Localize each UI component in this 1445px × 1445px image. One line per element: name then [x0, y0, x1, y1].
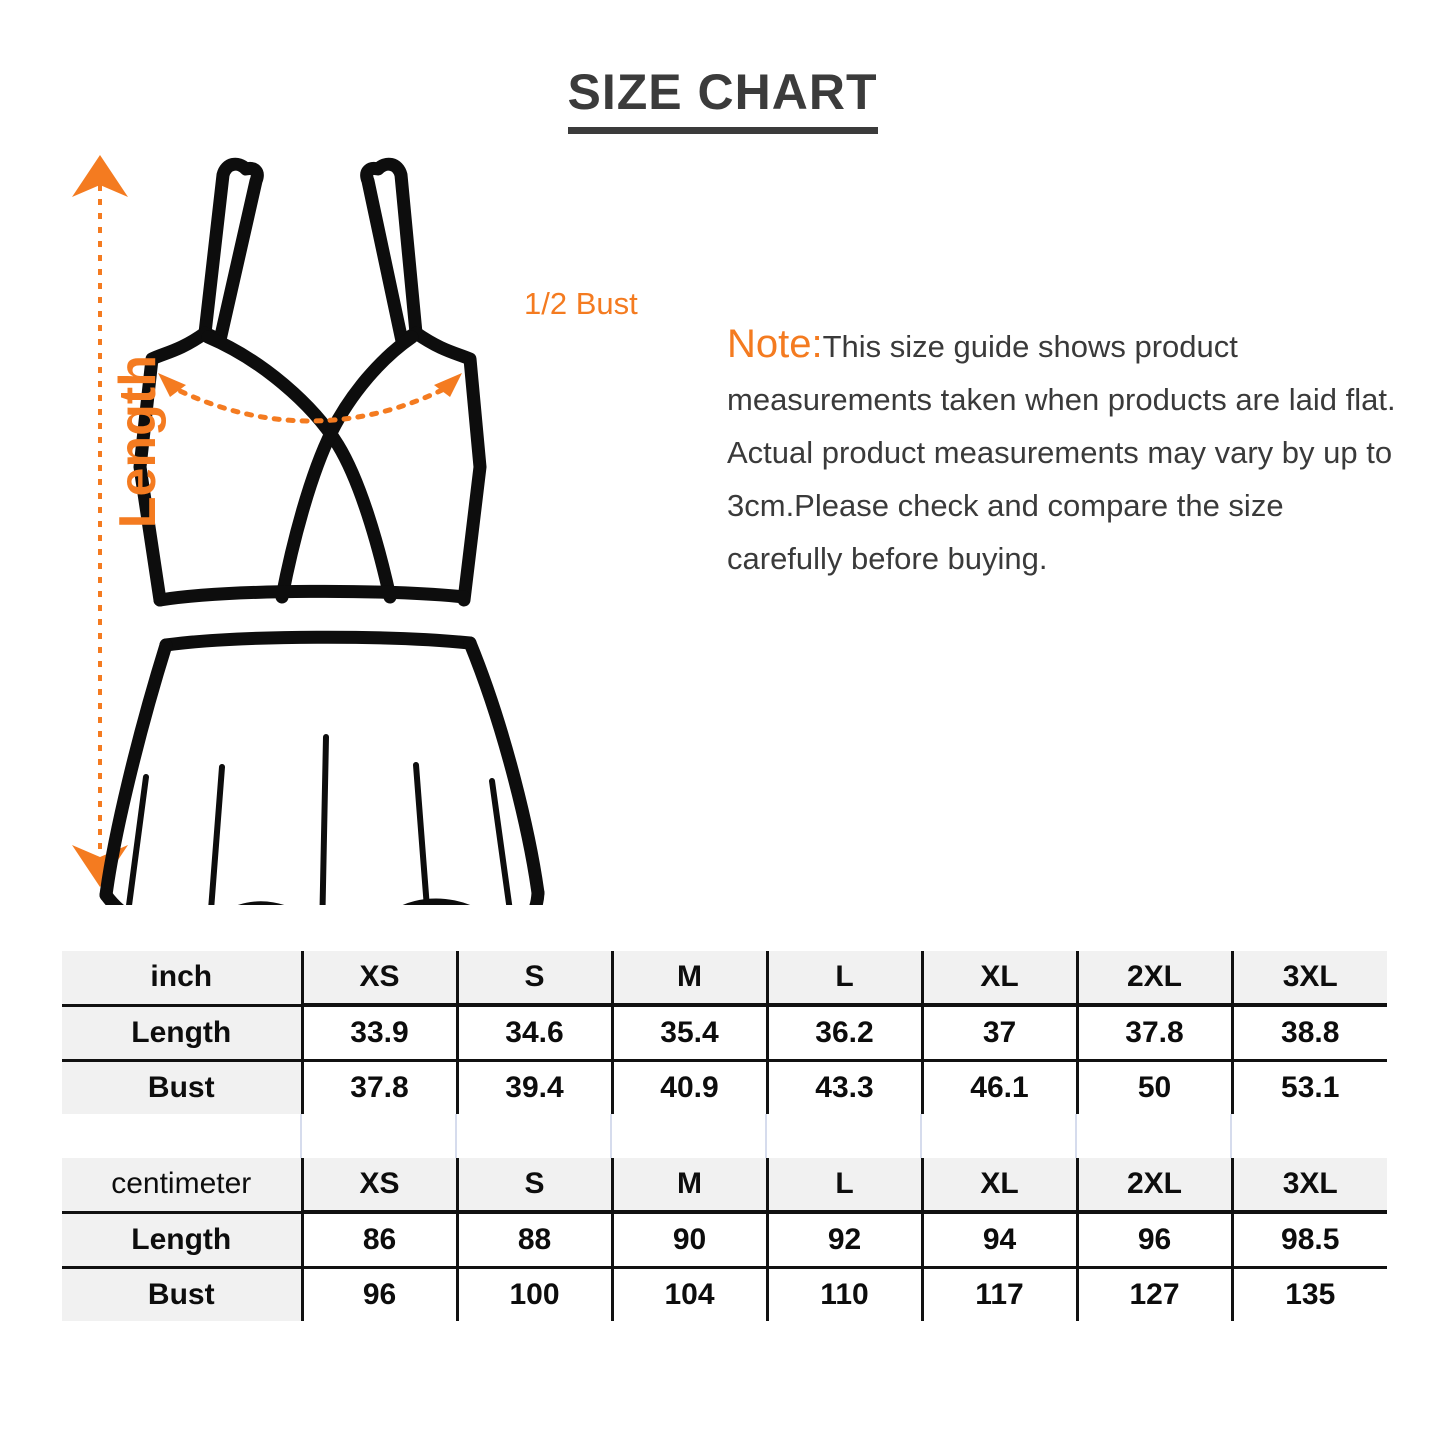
col-header-3xl: 3XL — [1230, 1158, 1387, 1214]
note-paragraph: Note:This size guide shows product measu… — [727, 318, 1399, 585]
cell-cm-bust-m: 104 — [610, 1267, 767, 1321]
row-label-length: Length — [62, 1005, 302, 1062]
cell-inch-bust-xs: 37.8 — [300, 1060, 457, 1114]
unit-label-centimeter: centimeter — [62, 1158, 302, 1214]
cell-inch-bust-3xl: 53.1 — [1230, 1060, 1387, 1114]
table-spacer — [62, 1114, 1387, 1158]
cell-inch-bust-2xl: 50 — [1075, 1060, 1232, 1114]
col-header-xs: XS — [300, 951, 457, 1007]
note-keyword: Note: — [727, 322, 823, 366]
cell-cm-bust-xl: 117 — [920, 1267, 1077, 1321]
length-label: Length — [109, 355, 167, 529]
cell-cm-length-xl: 94 — [920, 1212, 1077, 1269]
row-label-bust: Bust — [62, 1267, 302, 1321]
cell-inch-bust-s: 39.4 — [455, 1060, 612, 1114]
cell-cm-length-2xl: 96 — [1075, 1212, 1232, 1269]
page-title: SIZE CHART — [567, 66, 878, 134]
col-header-l: L — [765, 1158, 922, 1214]
cell-cm-length-l: 92 — [765, 1212, 922, 1269]
dress-outline — [99, 157, 545, 905]
cell-inch-length-xl: 37 — [920, 1005, 1077, 1062]
cell-cm-bust-xs: 96 — [300, 1267, 457, 1321]
table-row: Bust 96 100 104 110 117 127 135 — [62, 1267, 1387, 1321]
cell-cm-length-3xl: 98.5 — [1230, 1212, 1387, 1269]
col-header-2xl: 2XL — [1075, 1158, 1232, 1214]
cell-inch-length-2xl: 37.8 — [1075, 1005, 1232, 1062]
table-row: Bust 37.8 39.4 40.9 43.3 46.1 50 53.1 — [62, 1060, 1387, 1114]
cell-cm-bust-3xl: 135 — [1230, 1267, 1387, 1321]
col-header-3xl: 3XL — [1230, 951, 1387, 1007]
cell-cm-length-s: 88 — [455, 1212, 612, 1269]
table-row: Length 33.9 34.6 35.4 36.2 37 37.8 38.8 — [62, 1005, 1387, 1062]
cell-inch-length-s: 34.6 — [455, 1005, 612, 1062]
col-header-m: M — [610, 1158, 767, 1214]
col-header-2xl: 2XL — [1075, 951, 1232, 1007]
size-table-centimeter: centimeter XS S M L XL 2XL 3XL Length 86… — [62, 1158, 1387, 1321]
col-header-xl: XL — [920, 951, 1077, 1007]
bust-measure-arrow — [158, 373, 462, 424]
page-title-container: SIZE CHART — [0, 66, 1445, 134]
cell-inch-length-l: 36.2 — [765, 1005, 922, 1062]
cell-inch-bust-l: 43.3 — [765, 1060, 922, 1114]
cell-cm-length-m: 90 — [610, 1212, 767, 1269]
cell-inch-length-3xl: 38.8 — [1230, 1005, 1387, 1062]
half-bust-label: 1/2 Bust — [524, 286, 638, 321]
col-header-xl: XL — [920, 1158, 1077, 1214]
cell-inch-length-xs: 33.9 — [300, 1005, 457, 1062]
col-header-s: S — [455, 1158, 612, 1214]
cell-cm-bust-l: 110 — [765, 1267, 922, 1321]
col-header-xs: XS — [300, 1158, 457, 1214]
cell-inch-bust-m: 40.9 — [610, 1060, 767, 1114]
cell-inch-bust-xl: 46.1 — [920, 1060, 1077, 1114]
cell-cm-bust-2xl: 127 — [1075, 1267, 1232, 1321]
size-table-inch: inch XS S M L XL 2XL 3XL Length 33.9 34.… — [62, 951, 1387, 1114]
col-header-s: S — [455, 951, 612, 1007]
table-row-header: inch XS S M L XL 2XL 3XL — [62, 951, 1387, 1007]
table-row-header: centimeter XS S M L XL 2XL 3XL — [62, 1158, 1387, 1214]
cell-cm-length-xs: 86 — [300, 1212, 457, 1269]
note-block: Note:This size guide shows product measu… — [727, 318, 1399, 585]
unit-label-inch: inch — [62, 951, 302, 1007]
cell-cm-bust-s: 100 — [455, 1267, 612, 1321]
col-header-l: L — [765, 951, 922, 1007]
row-label-bust: Bust — [62, 1060, 302, 1114]
skirt-pleats — [126, 734, 513, 905]
row-label-length: Length — [62, 1212, 302, 1269]
size-tables: inch XS S M L XL 2XL 3XL Length 33.9 34.… — [62, 951, 1387, 1321]
cell-inch-length-m: 35.4 — [610, 1005, 767, 1062]
table-row: Length 86 88 90 92 94 96 98.5 — [62, 1212, 1387, 1269]
note-text: This size guide shows product measuremen… — [727, 329, 1396, 576]
col-header-m: M — [610, 951, 767, 1007]
dress-illustration — [60, 145, 700, 905]
